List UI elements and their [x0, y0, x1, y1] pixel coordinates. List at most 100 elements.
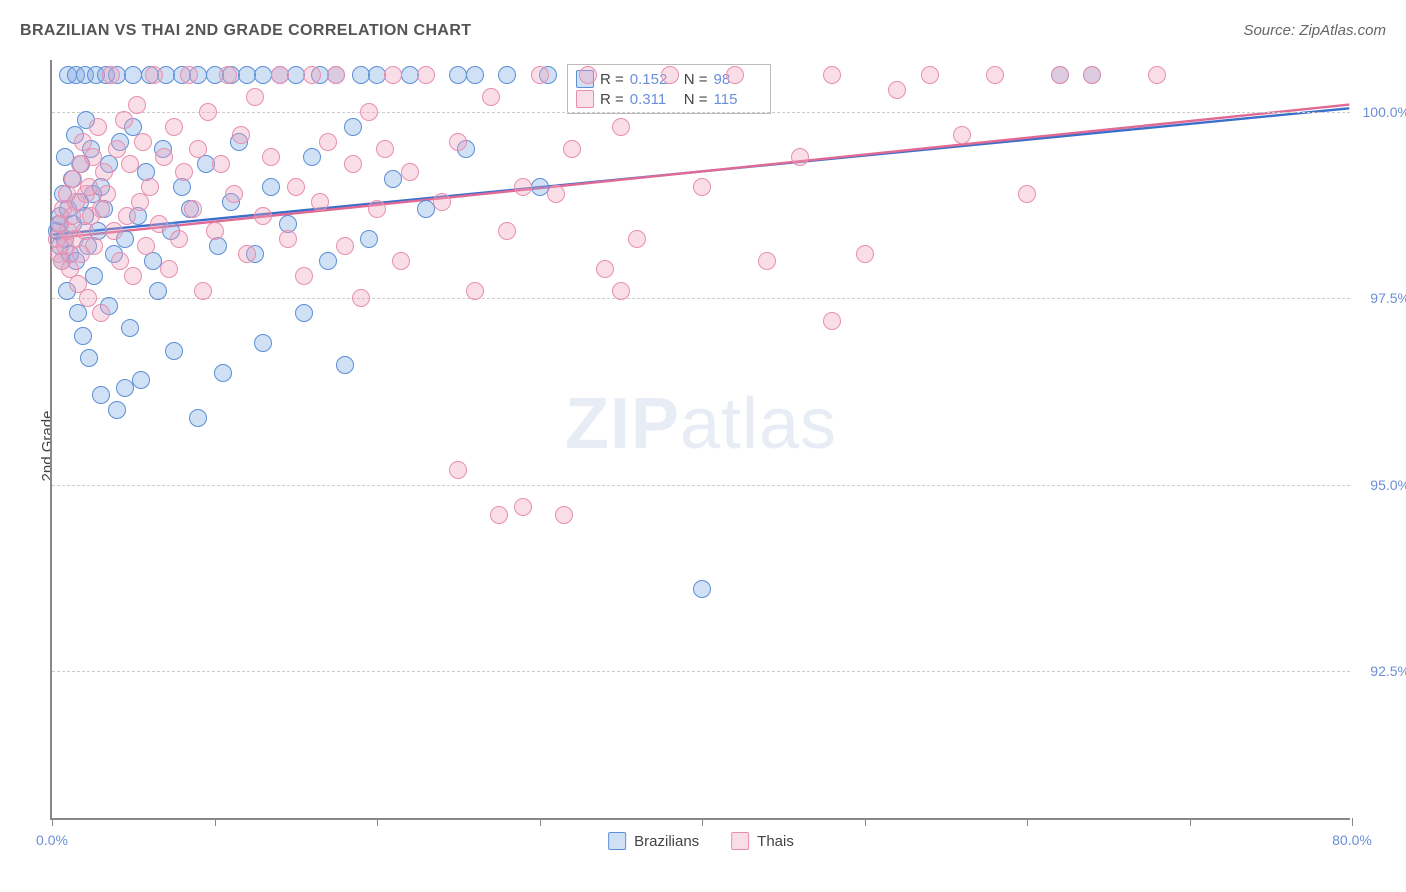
data-point: [98, 185, 116, 203]
data-point: [295, 267, 313, 285]
x-tick: [1027, 818, 1028, 826]
data-point: [199, 103, 217, 121]
data-point: [336, 237, 354, 255]
data-point: [392, 252, 410, 270]
x-tick: [215, 818, 216, 826]
data-point: [791, 148, 809, 166]
data-point: [417, 66, 435, 84]
data-point: [1083, 66, 1101, 84]
data-point: [180, 66, 198, 84]
data-point: [254, 207, 272, 225]
data-point: [80, 349, 98, 367]
data-point: [547, 185, 565, 203]
x-tick: [1352, 818, 1353, 826]
data-point: [189, 409, 207, 427]
legend-n-value: 115: [714, 91, 762, 108]
data-point: [303, 148, 321, 166]
legend-n-label: N =: [684, 91, 708, 108]
trend-line: [53, 108, 1350, 234]
data-point: [303, 66, 321, 84]
x-tick-label: 80.0%: [1332, 832, 1372, 848]
watermark-rest: atlas: [680, 384, 837, 464]
data-point: [121, 155, 139, 173]
x-tick-label: 0.0%: [36, 832, 68, 848]
data-point: [482, 88, 500, 106]
data-point: [417, 200, 435, 218]
data-point: [118, 207, 136, 225]
data-point: [514, 498, 532, 516]
data-point: [238, 245, 256, 263]
data-point: [466, 282, 484, 300]
legend-row: R = 0.311 N = 115: [576, 89, 762, 109]
x-tick: [1190, 818, 1191, 826]
watermark: ZIPatlas: [565, 383, 837, 465]
data-point: [254, 334, 272, 352]
data-point: [128, 96, 146, 114]
chart-container: BRAZILIAN VS THAI 2ND GRADE CORRELATION …: [0, 0, 1406, 892]
legend-r-label: R =: [600, 71, 624, 88]
source-attribution: Source: ZipAtlas.com: [1243, 22, 1386, 39]
gridline-h: [52, 298, 1350, 299]
data-point: [490, 506, 508, 524]
data-point: [1148, 66, 1166, 84]
data-point: [105, 222, 123, 240]
data-point: [376, 140, 394, 158]
legend-item: Brazilians: [608, 832, 699, 850]
data-point: [986, 66, 1004, 84]
data-point: [1018, 185, 1036, 203]
y-tick-label: 95.0%: [1354, 477, 1406, 493]
data-point: [214, 364, 232, 382]
x-tick: [865, 818, 866, 826]
x-tick: [540, 818, 541, 826]
data-point: [344, 118, 362, 136]
series-legend: Brazilians Thais: [608, 832, 794, 850]
trend-line: [53, 105, 1350, 239]
data-point: [336, 356, 354, 374]
data-point: [262, 148, 280, 166]
watermark-bold: ZIP: [565, 384, 680, 464]
data-point: [295, 304, 313, 322]
data-point: [137, 237, 155, 255]
data-point: [758, 252, 776, 270]
data-point: [1051, 66, 1069, 84]
data-point: [596, 260, 614, 278]
data-point: [124, 267, 142, 285]
y-tick-label: 92.5%: [1354, 663, 1406, 679]
data-point: [271, 66, 289, 84]
data-point: [555, 506, 573, 524]
data-point: [888, 81, 906, 99]
data-point: [92, 386, 110, 404]
chart-title: BRAZILIAN VS THAI 2ND GRADE CORRELATION …: [20, 22, 471, 40]
y-tick-label: 100.0%: [1354, 104, 1406, 120]
data-point: [287, 178, 305, 196]
data-point: [145, 66, 163, 84]
legend-r-label: R =: [600, 91, 624, 108]
plot-area: ZIPatlas R =0.152N =98R =0.311N =115 Bra…: [50, 60, 1350, 820]
data-point: [319, 252, 337, 270]
x-tick: [702, 818, 703, 826]
data-point: [384, 66, 402, 84]
data-point: [628, 230, 646, 248]
data-point: [121, 319, 139, 337]
data-point: [498, 66, 516, 84]
x-tick: [52, 818, 53, 826]
data-point: [89, 118, 107, 136]
legend-item: Thais: [731, 832, 794, 850]
data-point: [206, 222, 224, 240]
data-point: [921, 66, 939, 84]
data-point: [170, 230, 188, 248]
data-point: [449, 461, 467, 479]
data-point: [693, 178, 711, 196]
data-point: [327, 66, 345, 84]
gridline-h: [52, 671, 1350, 672]
data-point: [360, 230, 378, 248]
x-tick: [377, 818, 378, 826]
data-point: [360, 103, 378, 121]
data-point: [102, 66, 120, 84]
data-point: [212, 155, 230, 173]
data-point: [319, 133, 337, 151]
data-point: [514, 178, 532, 196]
legend-r-value: 0.311: [630, 91, 678, 108]
data-point: [134, 133, 152, 151]
data-point: [95, 163, 113, 181]
